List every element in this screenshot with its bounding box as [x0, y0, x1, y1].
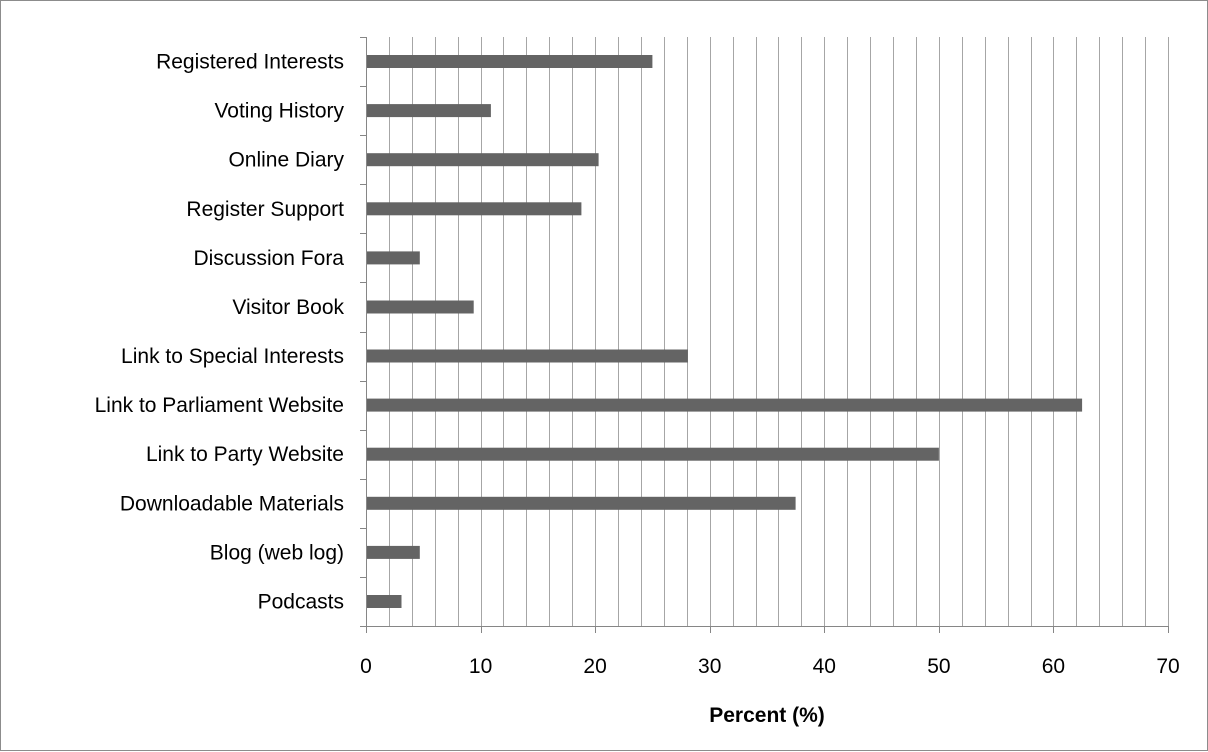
bar [366, 55, 653, 68]
category-label: Podcasts [258, 591, 344, 614]
category-labels: Registered Interests Voting History Online… [95, 51, 345, 614]
category-label: Downloadable Materials [120, 492, 344, 515]
bar [366, 153, 599, 167]
x-tick-label: 20 [583, 655, 606, 678]
bar [366, 398, 1083, 412]
tick-labels: 0 10 20 30 40 50 60 70 [360, 655, 1180, 678]
x-tick-label: 0 [360, 655, 372, 678]
bar [366, 300, 474, 314]
category-label: Link to Parliament Website [95, 394, 344, 417]
category-label: Discussion Fora [193, 247, 344, 270]
bar [366, 104, 491, 118]
x-tick-label: 70 [1156, 655, 1179, 678]
category-label: Blog (web log) [210, 541, 344, 564]
x-tick-label: 40 [813, 655, 836, 678]
bar [366, 251, 420, 265]
bar [366, 202, 582, 216]
bar [366, 545, 420, 559]
category-label: Registered Interests [156, 51, 344, 74]
grid-lines [389, 37, 1169, 626]
bar [366, 595, 402, 608]
x-tick-label: 60 [1042, 655, 1065, 678]
x-tick-label: 30 [698, 655, 721, 678]
category-label: Online Diary [228, 149, 344, 172]
bar [366, 447, 939, 461]
x-tick-label: 50 [927, 655, 950, 678]
bar [366, 496, 796, 510]
axes [360, 37, 1169, 633]
x-axis-title: Percent (%) [709, 704, 825, 727]
category-label: Register Support [186, 198, 344, 221]
category-label: Link to Special Interests [121, 345, 344, 368]
bar [366, 349, 688, 363]
category-label: Visitor Book [232, 296, 344, 319]
category-label: Voting History [214, 100, 344, 123]
bars [366, 55, 1083, 608]
category-label: Link to Party Website [146, 443, 344, 466]
x-tick-label: 10 [469, 655, 492, 678]
